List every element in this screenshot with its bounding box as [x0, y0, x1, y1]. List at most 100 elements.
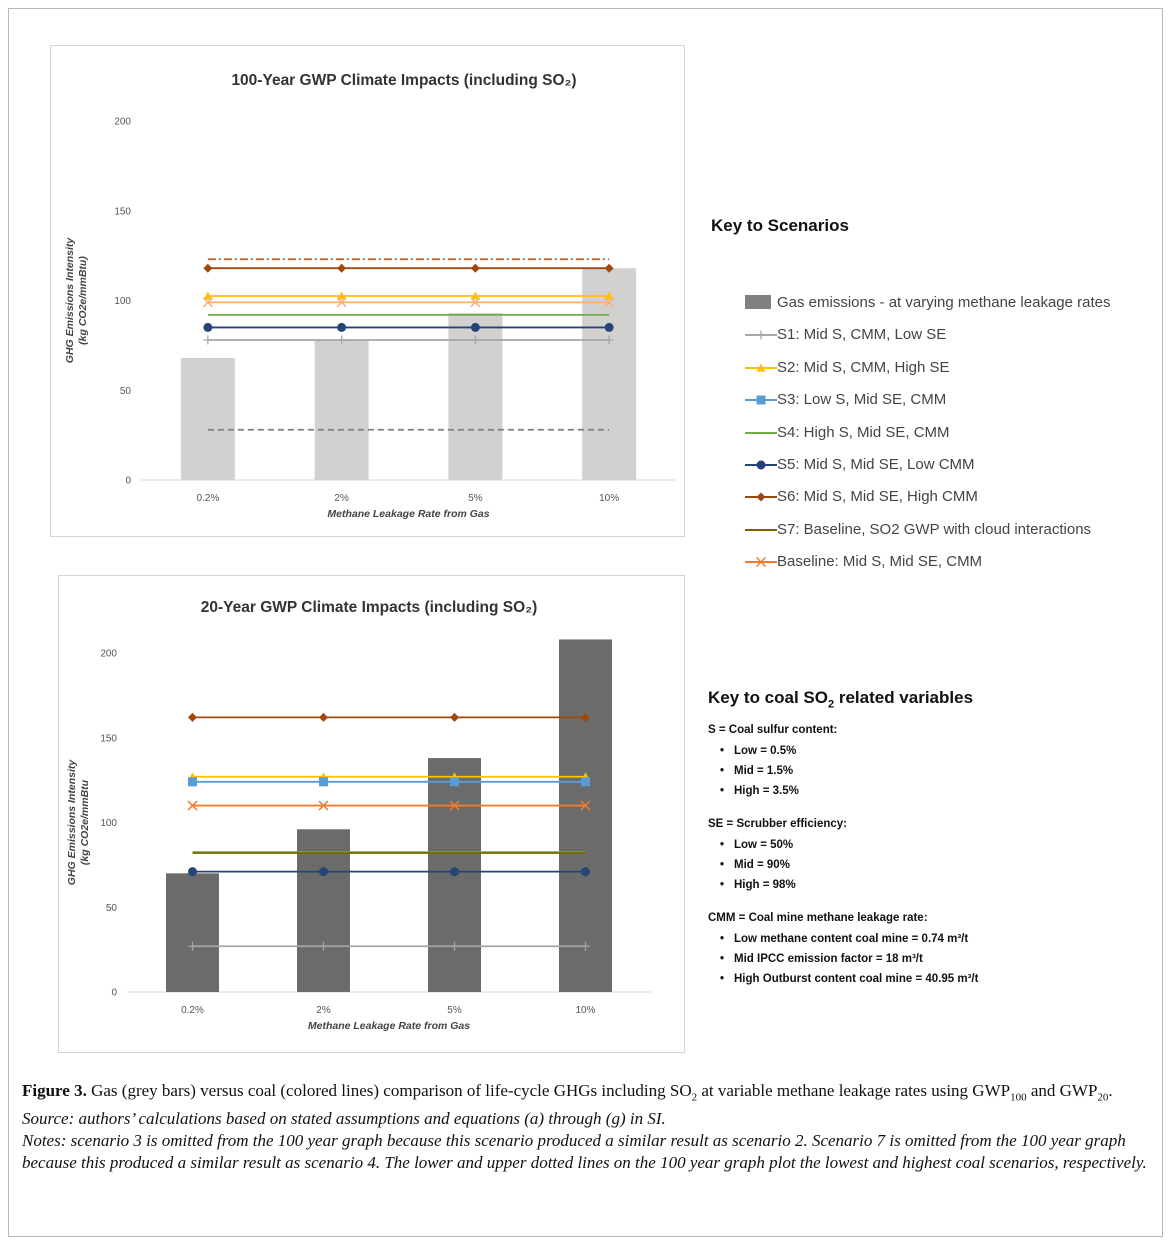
key-to-scenarios-title: Key to Scenarios	[711, 216, 849, 235]
legend-item: S6: Mid S, Mid SE, High CMM	[745, 482, 1155, 514]
series-marker-baseline	[336, 297, 347, 308]
series-marker-s1	[581, 941, 590, 951]
legend-swatch	[745, 330, 777, 340]
x-tick-label: 0.2%	[181, 1005, 204, 1016]
figure-caption: Figure 3. Gas (grey bars) versus coal (c…	[22, 1080, 1147, 1174]
legend-swatch	[745, 557, 777, 568]
so2-item: High Outburst content coal mine = 40.95 …	[720, 969, 1038, 989]
legend-swatch	[745, 363, 777, 372]
series-marker-baseline	[470, 297, 481, 308]
chart-100-year: 100-Year GWP Climate Impacts (including …	[64, 72, 676, 520]
series-marker-s6	[450, 712, 459, 722]
legend-marker	[755, 557, 767, 568]
caption-main: Figure 3. Gas (grey bars) versus coal (c…	[22, 1081, 1113, 1104]
series-marker-s6	[470, 263, 480, 273]
legend-swatch	[745, 431, 777, 434]
series-marker-s5	[581, 867, 590, 877]
so2-item: High = 3.5%	[720, 781, 1038, 801]
x-tick-label: 2%	[334, 493, 349, 504]
series-marker-s5	[450, 867, 459, 877]
legend-swatch	[745, 395, 777, 405]
series-marker-s3	[188, 777, 197, 787]
series-marker-s1	[188, 941, 197, 951]
legend-label: S2: Mid S, CMM, High SE	[777, 358, 950, 376]
legend-marker	[756, 395, 766, 405]
y-axis-label: GHG Emissions Intensity	[66, 759, 78, 886]
legend-swatch	[745, 460, 777, 470]
legend-item: S7: Baseline, SO2 GWP with cloud interac…	[745, 515, 1155, 547]
series-marker-s3	[450, 777, 459, 787]
series-marker-s3	[319, 777, 328, 787]
gas-bar	[559, 639, 612, 992]
chart-title: 20-Year GWP Climate Impacts (including S…	[201, 599, 538, 616]
y-tick-label: 50	[106, 903, 118, 914]
y-tick-label: 150	[114, 206, 131, 217]
so2-item: Mid = 90%	[720, 855, 1038, 875]
legend-bar-swatch	[745, 295, 771, 309]
legend-label: S5: Mid S, Mid SE, Low CMM	[777, 455, 975, 473]
series-marker-baseline	[604, 297, 615, 308]
legend-swatch	[745, 528, 777, 531]
legend-item: S2: Mid S, CMM, High SE	[745, 353, 1155, 385]
series-marker-s5	[319, 867, 328, 877]
series-marker-baseline	[187, 800, 198, 811]
series-marker-s2	[604, 291, 614, 300]
legend-swatch	[745, 492, 777, 502]
series-marker-s5	[188, 867, 197, 877]
legend-item: S4: High S, Mid SE, CMM	[745, 418, 1155, 450]
series-marker-s5	[470, 322, 480, 332]
so2-key-groups: S = Coal sulfur content: Low = 0.5% Mid …	[708, 722, 1038, 1004]
series-marker-s6	[581, 712, 590, 722]
series-marker-s6	[604, 263, 614, 273]
figure-frame	[8, 8, 1163, 1237]
y-tick-label: 0	[111, 988, 117, 999]
y-tick-label: 50	[120, 386, 132, 397]
legend-label: S6: Mid S, Mid SE, High CMM	[777, 488, 978, 506]
series-marker-s6	[319, 712, 328, 722]
so2-item: Low = 50%	[720, 835, 1038, 855]
legend-label: Gas emissions - at varying methane leaka…	[777, 294, 1111, 311]
legend-marker	[756, 460, 766, 470]
so2-item: Mid IPCC emission factor = 18 m³/t	[720, 949, 1038, 969]
y-axis-label: GHG Emissions Intensity	[64, 237, 76, 364]
legend-label: S4: High S, Mid SE, CMM	[777, 423, 950, 441]
series-marker-baseline	[202, 297, 213, 308]
gas-bar	[166, 873, 219, 992]
series-marker-baseline	[449, 800, 460, 811]
so2-item: Mid = 1.5%	[720, 761, 1038, 781]
series-marker-s3	[581, 777, 590, 787]
y-tick-label: 0	[125, 476, 131, 487]
series-marker-s6	[203, 263, 213, 273]
x-tick-label: 10%	[599, 493, 619, 504]
series-marker-s2	[337, 291, 347, 300]
series-marker-s6	[188, 712, 197, 722]
gas-bar	[314, 339, 369, 480]
series-marker-s6	[337, 263, 347, 273]
x-tick-label: 2%	[316, 1005, 331, 1016]
series-marker-baseline	[580, 800, 591, 811]
chart-100-year-panel: 100-Year GWP Climate Impacts (including …	[50, 45, 685, 537]
so2-group-sulfur: S = Coal sulfur content: Low = 0.5% Mid …	[708, 722, 1038, 801]
chart-20-year-panel: 20-Year GWP Climate Impacts (including S…	[58, 575, 685, 1053]
legend-item: S1: Mid S, CMM, Low SE	[745, 320, 1155, 352]
x-axis-label: Methane Leakage Rate from Gas	[308, 1020, 470, 1032]
series-marker-s1	[319, 941, 328, 951]
legend-item: Gas emissions - at varying methane leaka…	[745, 288, 1155, 320]
gas-bar	[180, 357, 235, 480]
series-marker-s5	[337, 322, 347, 332]
legend-label: S7: Baseline, SO2 GWP with cloud interac…	[777, 520, 1092, 538]
y-tick-label: 200	[114, 117, 131, 128]
y-tick-label: 100	[100, 818, 117, 829]
legend-label: S3: Low S, Mid SE, CMM	[777, 391, 947, 409]
y-tick-label: 100	[114, 296, 131, 307]
so2-key-title: Key to coal SO2 related variables	[708, 688, 974, 711]
series-marker-s1	[450, 941, 459, 951]
caption-notes: Notes: scenario 3 is omitted from the 10…	[22, 1131, 1147, 1173]
so2-item: Low = 0.5%	[720, 741, 1038, 761]
series-marker-s1	[203, 335, 213, 345]
chart-20-year: 20-Year GWP Climate Impacts (including S…	[66, 599, 651, 1032]
x-tick-label: 10%	[575, 1005, 595, 1016]
so2-item: Low methane content coal mine = 0.74 m³/…	[720, 929, 1038, 949]
series-marker-s5	[604, 322, 614, 332]
so2-group-cmm: CMM = Coal mine methane leakage rate: Lo…	[708, 910, 1038, 989]
